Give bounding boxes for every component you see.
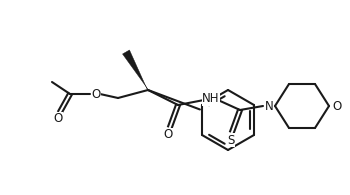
Text: N: N (265, 99, 273, 113)
Text: O: O (53, 113, 63, 126)
Text: O: O (163, 129, 173, 142)
Text: NH: NH (202, 92, 220, 105)
Polygon shape (122, 50, 148, 90)
Text: O: O (332, 99, 342, 113)
Text: O: O (91, 88, 101, 100)
Text: S: S (227, 134, 235, 146)
